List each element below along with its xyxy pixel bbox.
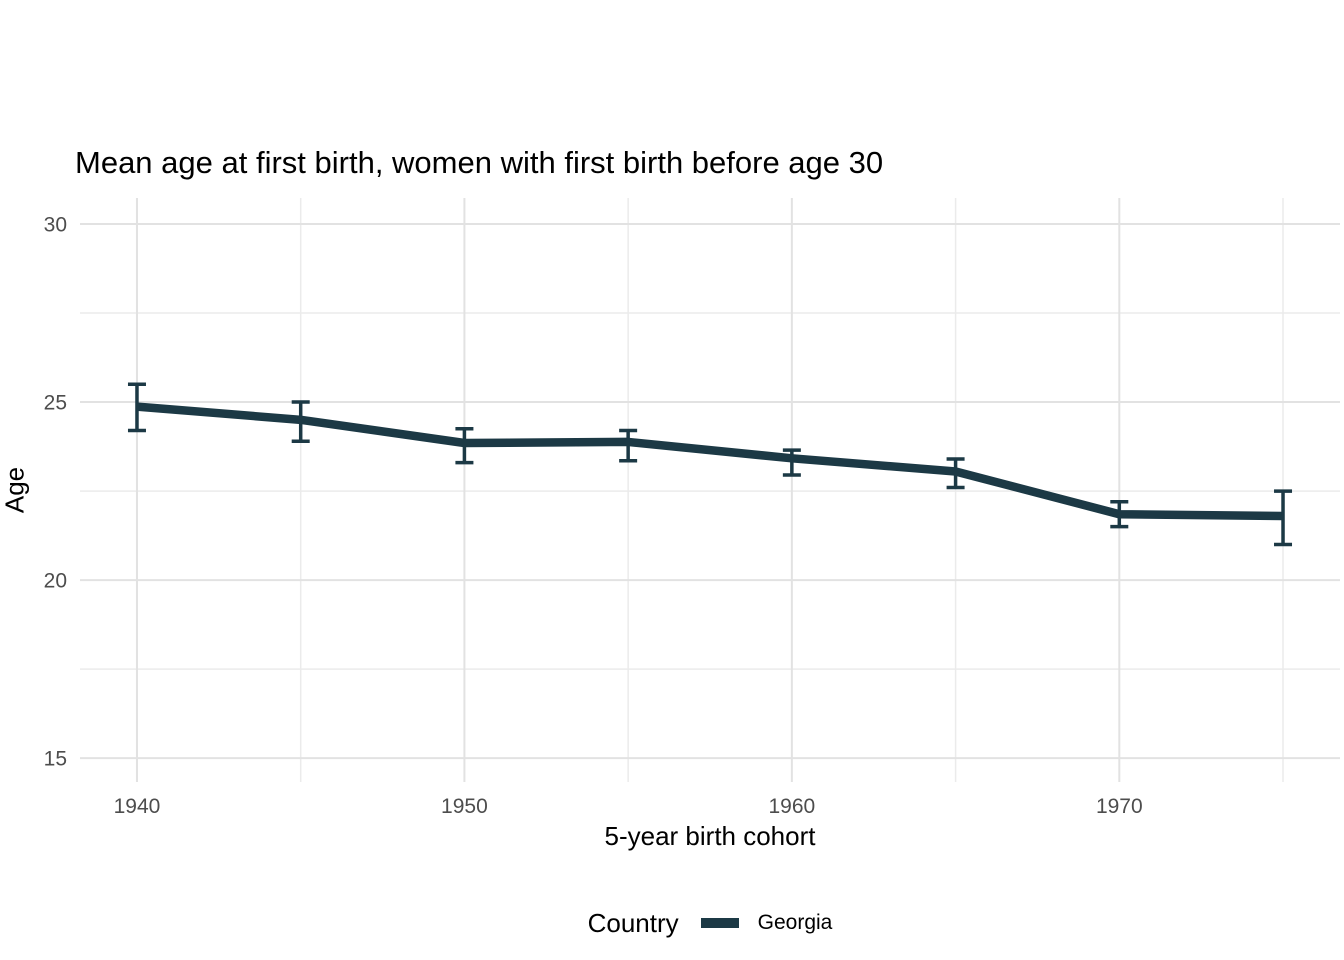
- x-tick-label: 1970: [1096, 795, 1143, 818]
- legend-item-label: Georgia: [757, 911, 833, 934]
- y-tick-label: 30: [44, 213, 67, 236]
- y-tick-label: 15: [44, 748, 67, 771]
- x-tick-label: 1950: [441, 795, 488, 818]
- y-tick-label: 25: [44, 392, 67, 415]
- error-bar: [1274, 489, 1293, 547]
- legend-swatch-line: [700, 918, 739, 928]
- chart-title: Mean age at first birth, women with firs…: [75, 145, 884, 180]
- legend-title: Country: [587, 907, 679, 938]
- x-tick-label: 1940: [114, 795, 161, 818]
- x-tick-label: 1960: [769, 795, 816, 818]
- y-tick-label: 20: [44, 570, 67, 593]
- legend: Country Georgia: [80, 901, 1340, 945]
- x-axis-title: 5-year birth cohort: [604, 821, 816, 851]
- y-axis-title: Age: [0, 466, 30, 514]
- series-line-georgia: [136, 402, 1284, 521]
